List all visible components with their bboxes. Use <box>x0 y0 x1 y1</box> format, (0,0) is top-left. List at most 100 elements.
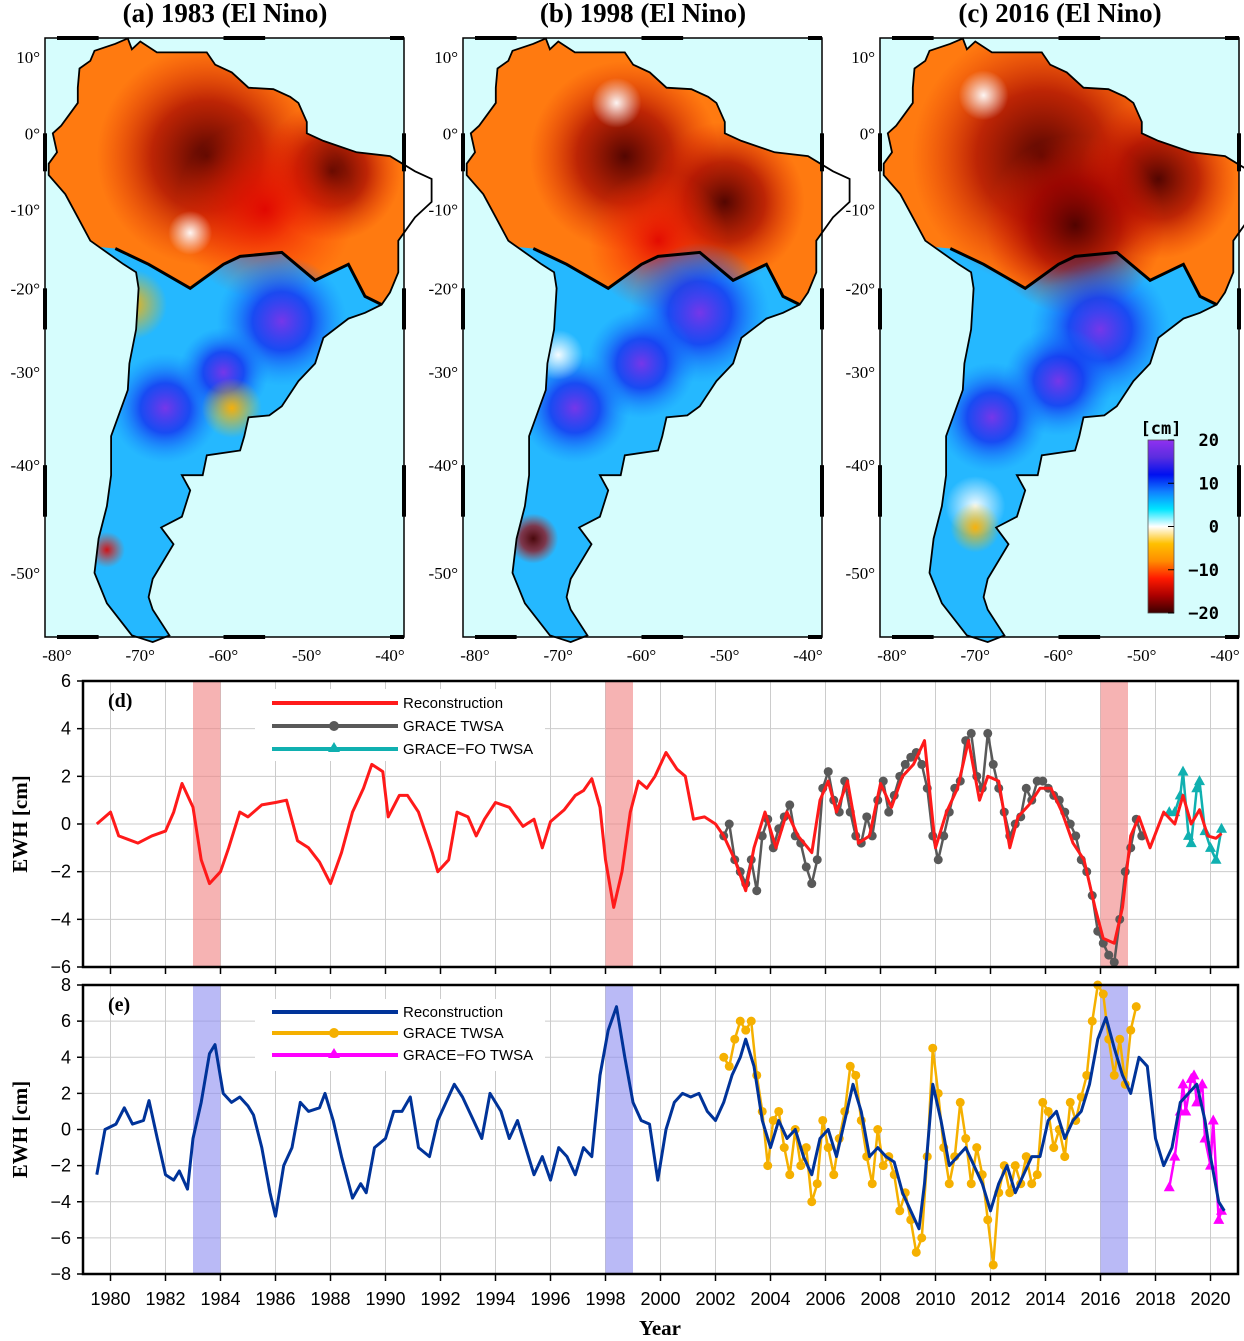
data-point <box>1169 1150 1181 1161</box>
legend-marker <box>329 721 339 731</box>
data-point <box>867 1179 877 1189</box>
lat-label: -40° <box>429 456 458 475</box>
legend-marker <box>328 1048 340 1058</box>
data-point <box>966 728 976 738</box>
data-point <box>1109 1070 1119 1080</box>
data-point <box>1038 776 1048 786</box>
y-tick-label: −2 <box>50 1156 71 1176</box>
data-point <box>917 1233 927 1243</box>
x-tick-label: 1984 <box>200 1289 240 1309</box>
anomaly-blob <box>519 353 630 464</box>
lat-label: -30° <box>846 363 875 382</box>
series-reconstruction <box>95 739 1223 945</box>
data-point <box>895 1206 905 1216</box>
anomaly-blob <box>591 77 642 128</box>
map-panels: (a) 1983 (El Nino) 10° 0° -10° -20° -30° -40° -… <box>11 0 1244 665</box>
legend-label: GRACE TWSA <box>403 1025 504 1042</box>
data-point <box>730 1034 740 1044</box>
x-tick-label: 1988 <box>310 1289 350 1309</box>
lon-label: -70° <box>961 646 990 665</box>
el-nino-band <box>605 985 633 1274</box>
data-point <box>807 879 817 889</box>
data-point <box>1131 1002 1141 1012</box>
y-tick-label: 2 <box>61 766 71 786</box>
data-point <box>878 1161 888 1171</box>
data-point <box>1104 950 1114 960</box>
frame-segment <box>878 133 882 172</box>
data-point <box>1177 765 1189 776</box>
panel-label: (e) <box>108 994 130 1016</box>
data-point <box>851 1070 861 1080</box>
series-reconstruction <box>95 1005 1226 1231</box>
panel-d: 6 4 2 0 −2 −4 −6 (d) EWH [cm] Reconstruction GRACE… <box>8 671 1240 977</box>
data-point <box>1163 1181 1175 1192</box>
data-point <box>1071 831 1081 841</box>
series-line <box>95 1005 1226 1231</box>
x-tick-label: 2014 <box>1025 1289 1065 1309</box>
x-tick-label: 2000 <box>640 1289 680 1309</box>
lat-label: -10° <box>11 201 40 220</box>
frame-segment <box>1237 133 1241 172</box>
frame-segment <box>461 288 465 330</box>
data-point <box>983 728 993 738</box>
y-tick-label: −2 <box>50 862 71 882</box>
data-point <box>1082 1070 1092 1080</box>
anomaly-blob <box>958 70 1009 121</box>
map-title: (c) 2016 (El Nino) <box>958 0 1161 28</box>
x-tick-label: 2018 <box>1135 1289 1175 1309</box>
data-point <box>928 1043 938 1053</box>
data-point <box>763 1161 773 1171</box>
map-title: (b) 1998 (El Nino) <box>540 0 746 28</box>
lon-label: -60° <box>627 646 656 665</box>
data-point <box>1194 775 1205 786</box>
data-point <box>768 1115 778 1125</box>
data-point <box>1087 1016 1097 1026</box>
lat-label: -50° <box>11 564 40 583</box>
series-grace-twsa <box>719 728 1147 967</box>
colorbar-label: 10 <box>1199 474 1219 494</box>
x-tick-label: 1998 <box>585 1289 625 1309</box>
data-point <box>933 855 943 865</box>
lon-label: -40° <box>793 646 822 665</box>
x-axis-label: Year <box>639 1316 681 1340</box>
frame-segment <box>820 465 824 517</box>
data-point <box>944 1179 954 1189</box>
lat-label: -20° <box>11 279 40 298</box>
frame-segment <box>402 465 406 517</box>
panel-label: (d) <box>108 690 132 712</box>
data-point <box>812 1179 822 1189</box>
frame-segment <box>223 36 266 40</box>
data-point <box>1060 1152 1070 1162</box>
frame-segment <box>892 635 934 639</box>
frame-segment <box>808 635 822 639</box>
x-tick-label: 2002 <box>695 1289 735 1309</box>
data-point <box>1177 1078 1189 1089</box>
x-tick-label: 1996 <box>530 1289 570 1309</box>
data-point <box>1210 853 1222 864</box>
x-tick-label: 1992 <box>420 1289 460 1309</box>
frame-segment <box>820 133 824 172</box>
y-tick-label: 4 <box>61 1047 71 1067</box>
lon-label: -50° <box>1127 646 1156 665</box>
data-point <box>1213 1213 1225 1224</box>
colorbar-unit: [cm] <box>1141 419 1182 439</box>
y-tick-label: 8 <box>61 975 71 995</box>
data-point <box>972 1143 982 1153</box>
y-tick-label: −4 <box>50 1192 71 1212</box>
series-grace-fo-twsa <box>1163 765 1227 864</box>
x-tick-label: 1982 <box>145 1289 185 1309</box>
data-point <box>1065 1097 1075 1107</box>
colorbar-label: 0 <box>1209 518 1219 538</box>
data-point <box>812 855 822 865</box>
frame-segment <box>402 133 406 172</box>
data-point <box>966 1179 976 1189</box>
coastline <box>465 37 851 644</box>
y-axis-label: EWH [cm] <box>8 775 32 872</box>
data-point <box>1216 822 1227 833</box>
lon-label: -80° <box>42 646 71 665</box>
lat-label: 0° <box>860 124 875 143</box>
lat-label: -50° <box>846 564 875 583</box>
frame-segment <box>1225 635 1239 639</box>
data-point <box>845 1061 855 1071</box>
